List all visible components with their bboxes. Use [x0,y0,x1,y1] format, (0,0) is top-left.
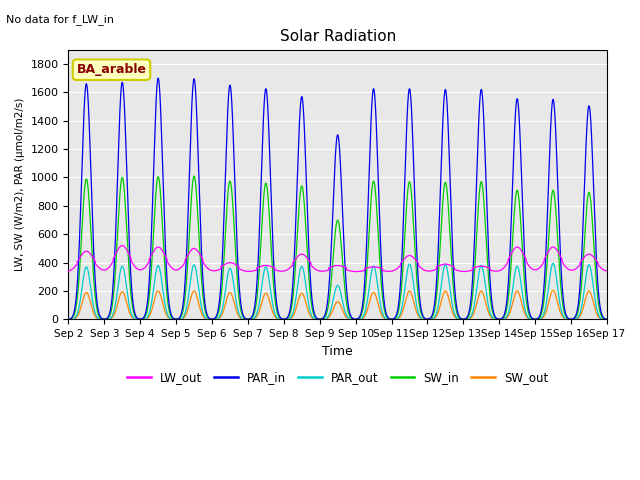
Legend: LW_out, PAR_in, PAR_out, SW_in, SW_out: LW_out, PAR_in, PAR_out, SW_in, SW_out [122,367,553,389]
Text: No data for f_LW_in: No data for f_LW_in [6,14,115,25]
Text: BA_arable: BA_arable [77,63,147,76]
X-axis label: Time: Time [323,345,353,358]
Y-axis label: LW, SW (W/m2), PAR (μmol/m2/s): LW, SW (W/m2), PAR (μmol/m2/s) [15,98,25,271]
Title: Solar Radiation: Solar Radiation [280,29,396,44]
